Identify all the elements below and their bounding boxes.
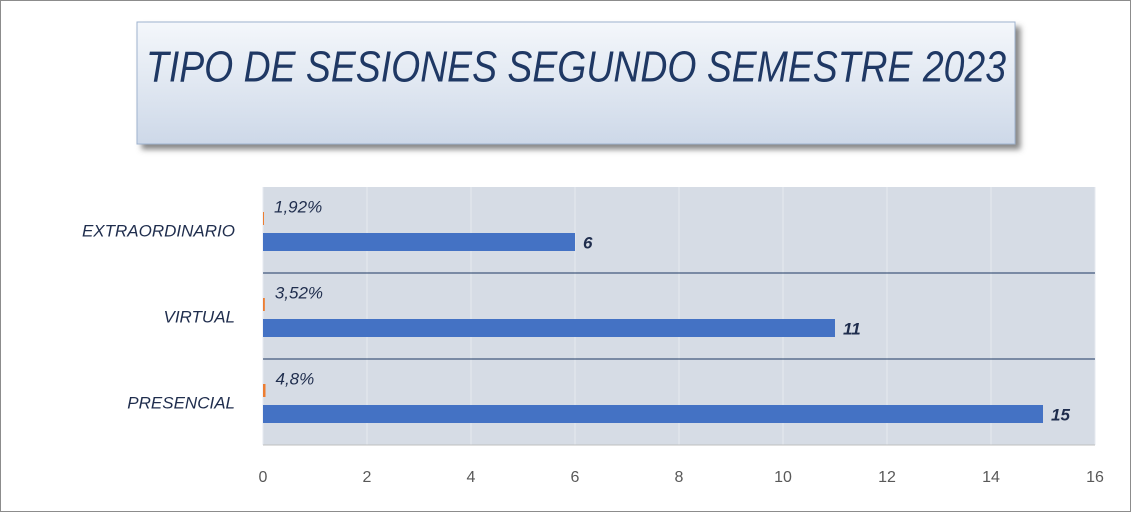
category-label: PRESENCIAL [127,393,235,412]
x-tick-label: 14 [982,469,1000,486]
x-tick-label: 10 [774,469,792,486]
title-box [136,21,1016,145]
bar [263,298,265,311]
data-label: 11 [843,319,861,338]
x-tick-label: 16 [1086,469,1104,486]
category-label: EXTRAORDINARIO [82,221,235,240]
x-tick-label: 2 [363,469,372,486]
data-label: 4,8% [275,369,314,388]
data-label: 3,52% [275,283,323,302]
chart-title: TIPO DE SESIONES SEGUNDO SEMESTRE 2023 [146,43,1006,92]
x-tick-label: 4 [467,469,476,486]
bar [263,319,835,337]
bar [263,233,575,251]
bar [263,405,1043,423]
data-label: 6 [583,233,593,252]
category-label: VIRTUAL [164,307,236,326]
x-tick-label: 8 [675,469,684,486]
data-label: 1,92% [274,197,322,216]
bar [263,384,266,397]
bar [263,212,264,225]
x-tick-label: 12 [878,469,896,486]
data-label: 15 [1051,405,1070,424]
x-tick-label: 6 [571,469,580,486]
x-tick-label: 0 [259,469,268,486]
